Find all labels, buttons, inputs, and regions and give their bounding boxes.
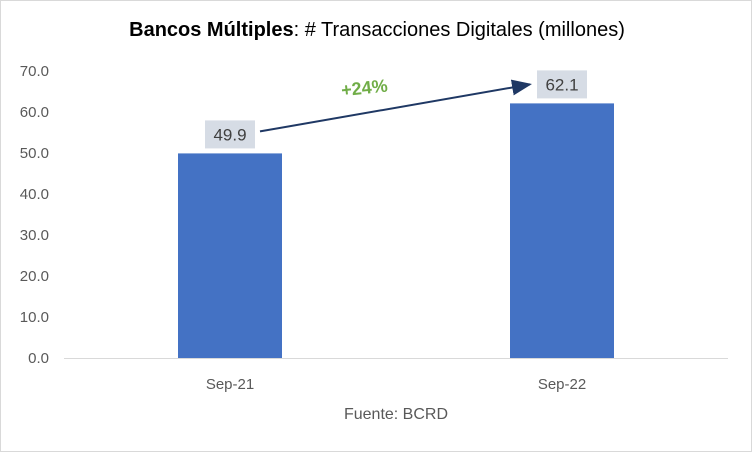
y-tick-label: 40.0 [20,186,49,203]
growth-arrow [259,79,532,133]
bar [510,103,614,358]
bar [178,153,282,358]
y-tick-label: 0.0 [28,350,49,367]
data-label: 62.1 [545,75,578,94]
y-tick-label: 20.0 [20,268,49,285]
y-tick-label: 50.0 [20,145,49,162]
chart-title-rest: : # Transacciones Digitales (millones) [293,19,625,41]
data-label-box [205,120,255,149]
data-label: 49.9 [213,125,246,144]
data-label-box [537,70,587,99]
chart-title-bold: Bancos Múltiples [129,19,294,41]
y-tick-label: 30.0 [20,227,49,244]
y-tick-label: 10.0 [20,309,49,326]
y-tick-label: 60.0 [20,104,49,121]
x-tick-label: Sep-22 [538,376,586,393]
y-tick-label: 70.0 [20,63,49,80]
source-note: Fuente: BCRD [344,406,448,423]
chart-title: Bancos Múltiples: # Transacciones Digita… [1,19,752,42]
growth-annotation: +24% [340,76,388,101]
x-tick-label: Sep-21 [206,376,254,393]
